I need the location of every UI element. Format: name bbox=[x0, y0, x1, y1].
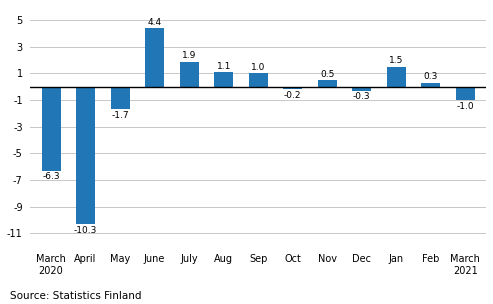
Bar bbox=[214, 72, 233, 87]
Bar bbox=[283, 87, 302, 89]
Bar bbox=[41, 87, 61, 171]
Text: 4.4: 4.4 bbox=[147, 18, 162, 27]
Text: -1.0: -1.0 bbox=[457, 102, 474, 111]
Text: -1.7: -1.7 bbox=[111, 111, 129, 120]
Text: -6.3: -6.3 bbox=[42, 172, 60, 181]
Text: -10.3: -10.3 bbox=[74, 226, 97, 234]
Text: -0.2: -0.2 bbox=[284, 91, 301, 100]
Bar bbox=[387, 67, 406, 87]
Text: 1.0: 1.0 bbox=[251, 63, 265, 72]
Bar bbox=[422, 83, 440, 87]
Text: 0.3: 0.3 bbox=[423, 72, 438, 81]
Text: 0.5: 0.5 bbox=[320, 70, 334, 78]
Bar bbox=[110, 87, 130, 109]
Bar bbox=[179, 61, 199, 87]
Bar bbox=[318, 80, 337, 87]
Text: 1.9: 1.9 bbox=[182, 51, 196, 60]
Bar bbox=[456, 87, 475, 100]
Text: 1.5: 1.5 bbox=[389, 56, 403, 65]
Text: -0.3: -0.3 bbox=[353, 92, 371, 102]
Bar bbox=[248, 74, 268, 87]
Text: Source: Statistics Finland: Source: Statistics Finland bbox=[10, 291, 141, 301]
Text: 1.1: 1.1 bbox=[216, 62, 231, 71]
Bar bbox=[352, 87, 371, 91]
Bar bbox=[76, 87, 95, 224]
Bar bbox=[145, 28, 164, 87]
